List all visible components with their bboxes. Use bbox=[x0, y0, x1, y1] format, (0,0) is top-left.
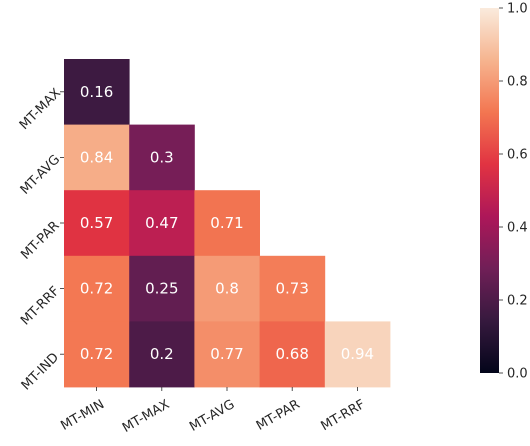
heatmap-cell bbox=[129, 190, 195, 257]
cell-value-label: 0.8 bbox=[215, 280, 239, 298]
colorbar-tick-label: 0.0 bbox=[507, 367, 528, 382]
x-tick-label: MT-PAR bbox=[254, 397, 303, 434]
y-tick-label: MT-RRF bbox=[18, 284, 63, 329]
heatmap-cell bbox=[64, 255, 130, 322]
heatmap-cell bbox=[259, 321, 326, 388]
colorbar-tick-label: 0.2 bbox=[507, 294, 528, 309]
heatmap-cell bbox=[259, 255, 326, 322]
heatmap-cell bbox=[64, 321, 130, 388]
y-tick-label: MT-MAX bbox=[17, 86, 64, 133]
colorbar: 0.0 0.2 0.4 0.6 0.8 1.0 bbox=[480, 2, 528, 382]
colorbar-gradient bbox=[480, 8, 499, 373]
x-tick-label: MT-RRF bbox=[319, 397, 368, 434]
x-axis-ticks: MT-MIN MT-MAX MT-AVG MT-PAR MT-RRF bbox=[58, 387, 368, 436]
heatmap-cell bbox=[129, 255, 195, 322]
cell-value-label: 0.72 bbox=[80, 280, 113, 298]
colorbar-tick-label: 1.0 bbox=[507, 2, 528, 17]
heatmap-cell bbox=[194, 255, 260, 322]
cell-value-label: 0.2 bbox=[150, 345, 174, 363]
cell-value-label: 0.77 bbox=[210, 345, 243, 363]
colorbar-tick-label: 0.6 bbox=[507, 148, 528, 163]
cell-value-label: 0.25 bbox=[145, 280, 178, 298]
y-tick-label: MT-AVG bbox=[18, 152, 64, 198]
cell-value-label: 0.57 bbox=[80, 214, 113, 232]
cell-value-label: 0.73 bbox=[275, 280, 308, 298]
cell-value-label: 0.3 bbox=[150, 148, 174, 166]
y-tick-label: MT-IND bbox=[19, 350, 62, 393]
cell-value-label: 0.84 bbox=[80, 148, 113, 166]
heatmap-cell bbox=[129, 321, 195, 388]
y-axis-ticks: MT-MAX MT-AVG MT-PAR MT-RRF MT-IND bbox=[17, 86, 64, 394]
heatmap-cell bbox=[324, 321, 391, 388]
cell-value-label: 0.94 bbox=[341, 345, 374, 363]
heatmap-cell bbox=[64, 59, 130, 125]
y-tick-label: MT-PAR bbox=[18, 218, 62, 262]
x-tick-label: MT-MAX bbox=[120, 397, 172, 436]
heatmap-cell bbox=[64, 124, 130, 191]
cell-value-label: 0.16 bbox=[80, 83, 113, 101]
x-tick-label: MT-AVG bbox=[187, 397, 237, 435]
colorbar-tick-label: 0.8 bbox=[507, 75, 528, 90]
heatmap-cell bbox=[194, 190, 260, 257]
heatmap-cell bbox=[129, 124, 195, 191]
heatmap-cell bbox=[64, 190, 130, 257]
cell-value-label: 0.72 bbox=[80, 345, 113, 363]
colorbar-tick-label: 0.4 bbox=[507, 221, 528, 236]
heatmap-cell bbox=[194, 321, 260, 388]
x-tick-label: MT-MIN bbox=[58, 397, 107, 434]
heatmap-cells: 0.16 0.84 0.3 0.57 0.47 0.71 0.72 0.25 0.8 0.73 0.… bbox=[64, 59, 391, 388]
cell-value-label: 0.68 bbox=[275, 345, 308, 363]
cell-value-label: 0.47 bbox=[145, 214, 178, 232]
cell-value-label: 0.71 bbox=[210, 214, 243, 232]
